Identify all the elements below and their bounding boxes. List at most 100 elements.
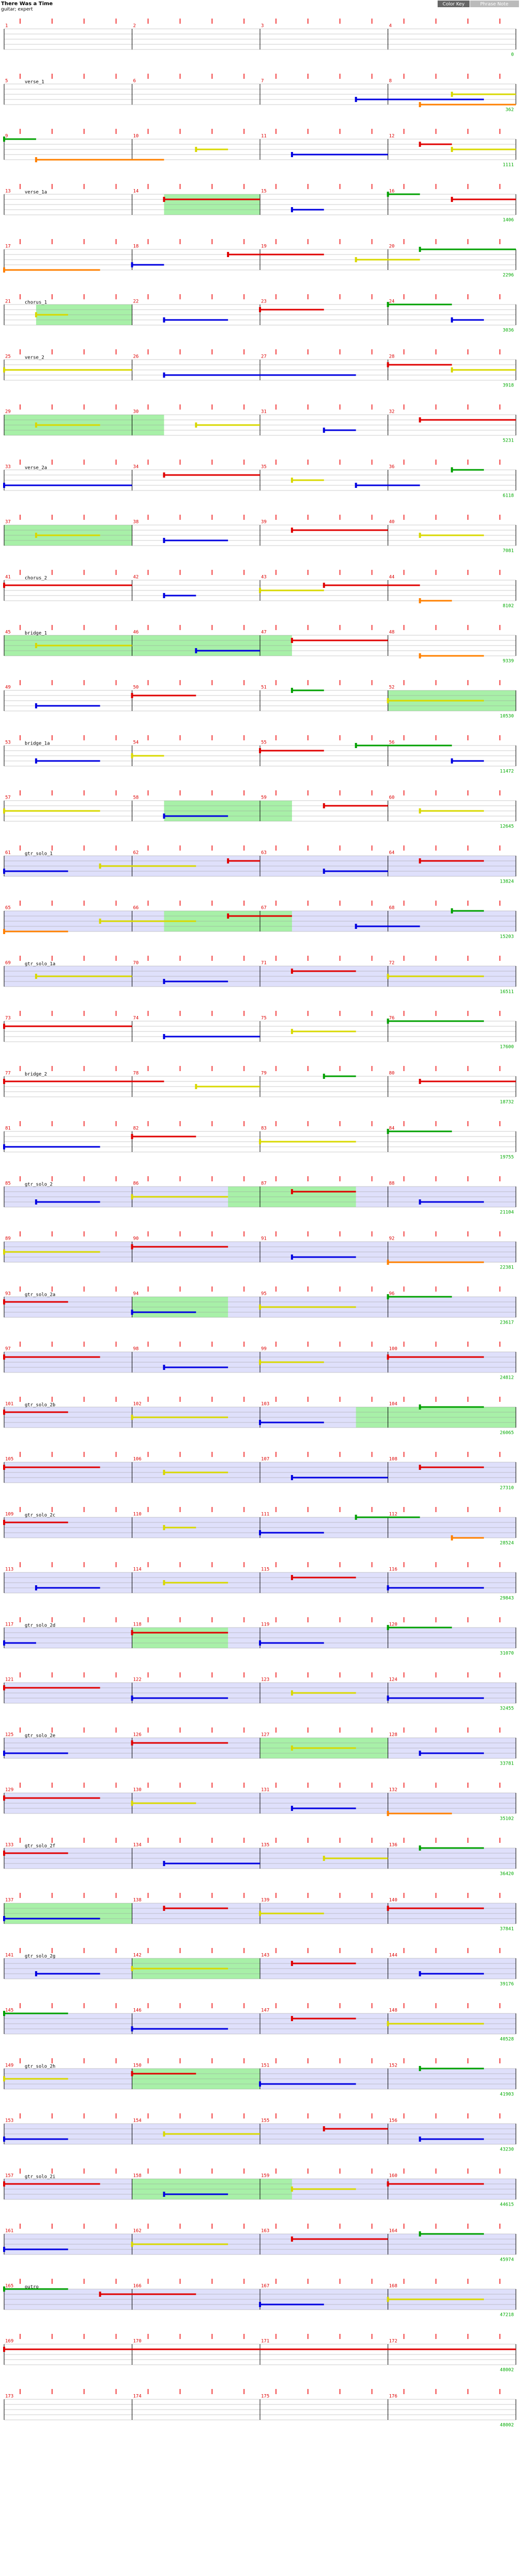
note-gem — [3, 929, 5, 934]
measure-number: 163 — [261, 2229, 269, 2234]
measure-number: 162 — [133, 2229, 142, 2234]
measure-number: 96 — [389, 1292, 395, 1297]
measure-number: 87 — [261, 1181, 267, 1187]
score: 16511 — [500, 990, 514, 995]
score: 18732 — [500, 1100, 514, 1105]
score: 22381 — [500, 1265, 514, 1270]
note-gem — [3, 267, 5, 273]
note-gem — [3, 1024, 5, 1029]
note-gem — [131, 1696, 133, 1701]
section-label: gtr_solo_2a — [25, 1293, 56, 1298]
measure-number: 158 — [133, 2174, 142, 2179]
note-gem — [355, 257, 357, 262]
note-gem — [3, 367, 5, 372]
section-label: verse_1a — [25, 190, 47, 195]
note-gem — [163, 593, 165, 598]
measure-number: 37 — [5, 520, 11, 525]
measure-number: 14 — [133, 189, 139, 194]
measure-number: 135 — [261, 1843, 269, 1848]
note-gem — [195, 422, 197, 428]
note-gem — [323, 2126, 325, 2131]
measure-number: 48 — [389, 630, 395, 635]
note-gem — [3, 1144, 5, 1149]
measure-number: 104 — [389, 1402, 397, 1407]
note-gem — [163, 538, 165, 543]
color-key-box[interactable] — [438, 1, 470, 7]
note-gem — [163, 1034, 165, 1039]
note-gem — [387, 1260, 389, 1265]
note-gem — [387, 698, 389, 703]
score: 47218 — [500, 2313, 514, 2318]
note-gem — [259, 1304, 261, 1310]
measure-number: 19 — [261, 244, 267, 249]
section-label: verse_1 — [25, 80, 44, 85]
score: 32455 — [500, 1706, 514, 1711]
measure-number: 91 — [261, 1236, 267, 1242]
measure-number: 82 — [133, 1126, 139, 1131]
color-key[interactable]: Color Key — [443, 2, 465, 7]
score: 6118 — [502, 494, 514, 499]
measure-number: 88 — [389, 1181, 395, 1187]
measure-number: 125 — [5, 1733, 13, 1738]
measure-number: 38 — [133, 520, 139, 525]
measure-number: 17 — [5, 244, 11, 249]
measure-number: 58 — [133, 795, 139, 801]
note-gem — [387, 302, 389, 307]
measure-number: 136 — [389, 1843, 397, 1848]
note-gem — [419, 1845, 421, 1851]
note-gem — [259, 1360, 261, 1365]
note-gem — [419, 1404, 421, 1410]
measure-number: 112 — [389, 1512, 397, 1517]
score: 45974 — [500, 2258, 514, 2263]
note-gem — [419, 2137, 421, 2142]
note-gem — [387, 1696, 389, 1701]
note-gem — [387, 2297, 389, 2302]
measure-number: 106 — [133, 1457, 142, 1462]
note-gem — [291, 1806, 293, 1811]
score: 33781 — [500, 1761, 514, 1767]
score: 15203 — [500, 935, 514, 940]
measure-number: 128 — [389, 1733, 397, 1738]
note-gem — [259, 1139, 261, 1144]
measure-number: 130 — [133, 1788, 142, 1793]
measure-number: 171 — [261, 2339, 269, 2344]
score: 27310 — [500, 1486, 514, 1491]
measure-number: 41 — [5, 575, 11, 580]
measure-number: 99 — [261, 1347, 267, 1352]
score: 31070 — [500, 1651, 514, 1656]
note-gem — [3, 137, 5, 142]
note-gem — [163, 197, 165, 202]
note-gem — [3, 583, 5, 588]
measure-number: 35 — [261, 465, 267, 470]
measure-number: 44 — [389, 575, 395, 580]
measure-number: 29 — [5, 410, 11, 415]
measure-number: 118 — [133, 1622, 142, 1628]
note-gem — [3, 1685, 5, 1690]
measure-number: 131 — [261, 1788, 269, 1793]
section-label: bridge_1 — [25, 631, 47, 636]
note-gem — [291, 2187, 293, 2192]
measure-number: 89 — [5, 1236, 11, 1242]
section-label: gtr_solo_1a — [25, 962, 56, 967]
measure-number: 4 — [389, 24, 392, 29]
measure-number: 27 — [261, 354, 267, 360]
measure-number: 75 — [261, 1016, 267, 1021]
section-label: chorus_2 — [25, 576, 47, 581]
note-gem — [291, 1029, 293, 1034]
score: 3036 — [502, 328, 514, 333]
section-label: gtr_solo_2d — [25, 1623, 56, 1629]
note-gem — [387, 1019, 389, 1024]
note-gem — [291, 1475, 293, 1480]
note-gem — [35, 157, 38, 162]
measure-number: 115 — [261, 1567, 269, 1572]
measure-number: 28 — [389, 354, 395, 360]
measure-number: 160 — [389, 2174, 397, 2179]
score: 29843 — [500, 1596, 514, 1601]
note-gem — [131, 753, 133, 758]
section-label: gtr_solo_2 — [25, 1182, 53, 1188]
note-gem — [355, 1515, 357, 1520]
section-label: gtr_solo_2f — [25, 1844, 56, 1849]
measure-number: 100 — [389, 1347, 397, 1352]
measure-number: 111 — [261, 1512, 269, 1517]
note-gem — [387, 1585, 389, 1590]
